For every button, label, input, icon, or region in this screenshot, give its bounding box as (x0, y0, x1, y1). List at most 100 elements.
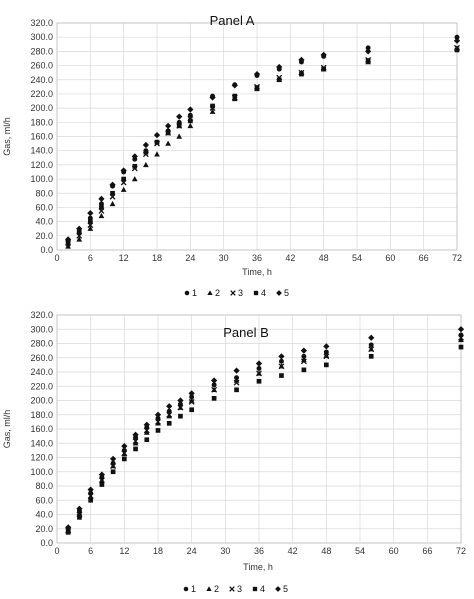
series-1 (65, 332, 464, 532)
data-point (131, 176, 138, 182)
legend-label: 3 (238, 288, 243, 298)
data-point (233, 367, 240, 374)
legend-marker (207, 290, 213, 296)
data-point (133, 446, 138, 452)
y-tick-label: 260.0 (30, 353, 53, 363)
data-point (298, 56, 305, 64)
data-point (211, 386, 218, 393)
data-point (65, 529, 71, 535)
data-point (76, 236, 83, 242)
data-point (76, 505, 83, 512)
y-tick-label: 240.0 (30, 367, 53, 377)
series-3 (65, 334, 464, 534)
data-point (65, 524, 72, 531)
x-tick-label: 60 (389, 546, 399, 556)
data-point (132, 440, 139, 446)
data-point (110, 190, 115, 196)
data-point (109, 181, 116, 188)
x-tick-label: 30 (220, 546, 230, 556)
y-tick-label: 180.0 (30, 117, 53, 127)
data-point (233, 379, 240, 386)
x-tick-label: 24 (187, 546, 197, 556)
data-point (88, 497, 94, 503)
data-point (98, 471, 106, 478)
data-point (323, 352, 330, 358)
y-tick-label: 100.0 (30, 174, 53, 184)
data-point (279, 373, 284, 378)
legend-label: 2 (214, 584, 219, 594)
data-point (166, 411, 173, 418)
data-point (98, 477, 105, 484)
x-tick-label: 24 (185, 253, 195, 263)
legend-marker (276, 290, 282, 296)
data-point (143, 429, 150, 435)
data-point (300, 347, 308, 354)
data-point (143, 427, 150, 434)
data-point (99, 205, 104, 210)
data-point (153, 131, 161, 139)
x-tick-label: 54 (352, 253, 362, 263)
data-point (87, 486, 94, 493)
data-point (368, 346, 375, 353)
data-point (65, 243, 71, 249)
data-point (109, 455, 117, 463)
x-tick-label: 42 (288, 546, 298, 556)
legend-marker (230, 290, 236, 296)
y-tick-label: 220.0 (30, 381, 53, 391)
y-tick-label: 60.0 (35, 495, 53, 505)
series-4 (65, 344, 464, 535)
x-tick-label: 0 (54, 253, 59, 263)
data-point (368, 334, 375, 341)
data-point (188, 398, 195, 405)
data-point (300, 358, 307, 365)
x-tick-label: 54 (355, 546, 365, 556)
data-point (210, 103, 215, 109)
y-tick-label: 0.0 (40, 538, 53, 548)
data-point (99, 482, 105, 487)
x-tick-label: 66 (419, 253, 429, 263)
data-point (301, 367, 307, 373)
y-tick-label: 280.0 (30, 339, 53, 349)
y-tick-label: 200.0 (30, 103, 53, 113)
x-tick-label: 18 (153, 546, 163, 556)
data-point (143, 161, 149, 168)
y-axis-label: Gas, ml/h (2, 410, 12, 449)
y-tick-label: 320.0 (30, 18, 53, 28)
y-tick-label: 40.0 (35, 510, 53, 520)
data-point (165, 140, 171, 146)
legend-marker (184, 290, 190, 296)
data-point (234, 387, 239, 393)
data-point (142, 141, 150, 149)
data-point (177, 397, 184, 404)
x-tick-label: 12 (119, 546, 129, 556)
x-tick-label: 12 (119, 253, 129, 263)
series-2 (65, 45, 460, 249)
data-point (110, 469, 116, 475)
y-tick-label: 80.0 (35, 481, 53, 491)
data-point (164, 122, 172, 129)
data-point (323, 343, 330, 350)
y-tick-label: 320.0 (30, 310, 53, 320)
y-tick-label: 0.0 (40, 245, 53, 255)
data-point (76, 229, 82, 235)
data-point (453, 37, 461, 44)
x-tick-label: 36 (254, 546, 264, 556)
data-point (176, 113, 183, 120)
y-tick-label: 120.0 (30, 160, 53, 170)
data-point (155, 428, 161, 433)
y-tick-label: 160.0 (30, 132, 53, 142)
data-point (154, 411, 162, 418)
chart-panel-a: 0.0 20.0 40.0 60.0 80.0 100.0 120.0 140.0 160.0 1… (2, 13, 462, 298)
data-point (177, 401, 183, 407)
x-tick-label: 48 (319, 253, 329, 263)
y-tick-label: 40.0 (35, 217, 53, 227)
data-point (143, 421, 150, 428)
y-tick-label: 220.0 (30, 89, 53, 99)
data-point (323, 362, 329, 368)
data-point (176, 123, 182, 129)
data-point (110, 463, 117, 469)
data-point (166, 403, 173, 410)
data-point (120, 167, 127, 174)
x-tick-label: 48 (321, 546, 331, 556)
data-point (254, 85, 260, 90)
